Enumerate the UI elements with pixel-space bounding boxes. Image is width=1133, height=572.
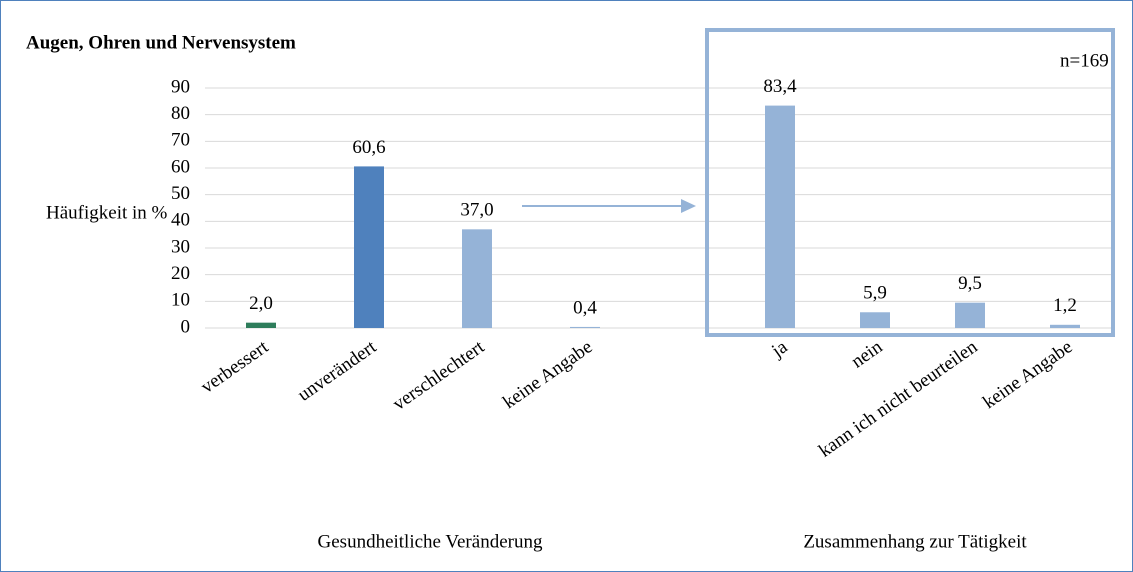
y-tick-label: 90 <box>171 76 190 97</box>
highlight-box <box>705 28 1115 337</box>
value-label: 37,0 <box>460 200 493 221</box>
bar <box>860 312 890 328</box>
bar <box>570 326 600 328</box>
bar <box>246 322 276 328</box>
bar <box>765 105 795 328</box>
y-tick-label: 60 <box>171 156 190 177</box>
bar <box>955 302 985 328</box>
annotation: n=169 <box>1060 50 1109 71</box>
value-label: 0,4 <box>573 297 597 318</box>
y-tick-label: 80 <box>171 103 190 124</box>
value-label: 60,6 <box>352 137 385 158</box>
group-label: Gesundheitliche Veränderung <box>318 531 543 552</box>
arrow-head <box>681 199 696 213</box>
chart-title: Augen, Ohren und Nervensystem <box>26 32 296 53</box>
y-axis-label: Häufigkeit in % <box>46 202 168 223</box>
value-label: 2,0 <box>249 293 273 314</box>
value-label: 83,4 <box>763 76 797 97</box>
y-tick-label: 0 <box>181 316 191 337</box>
y-tick-label: 30 <box>171 236 190 257</box>
bar <box>354 166 384 328</box>
y-tick-label: 70 <box>171 130 190 151</box>
value-label: 5,9 <box>863 283 887 304</box>
group-label: Zusammenhang zur Tätigkeit <box>803 531 1027 552</box>
y-tick-label: 50 <box>171 183 190 204</box>
y-tick-label: 40 <box>171 210 190 231</box>
value-label: 9,5 <box>958 273 982 294</box>
value-label: 1,2 <box>1053 295 1077 316</box>
bar <box>462 229 492 328</box>
y-tick-label: 10 <box>171 290 190 311</box>
bar <box>1050 324 1080 328</box>
y-tick-label: 20 <box>171 263 190 284</box>
